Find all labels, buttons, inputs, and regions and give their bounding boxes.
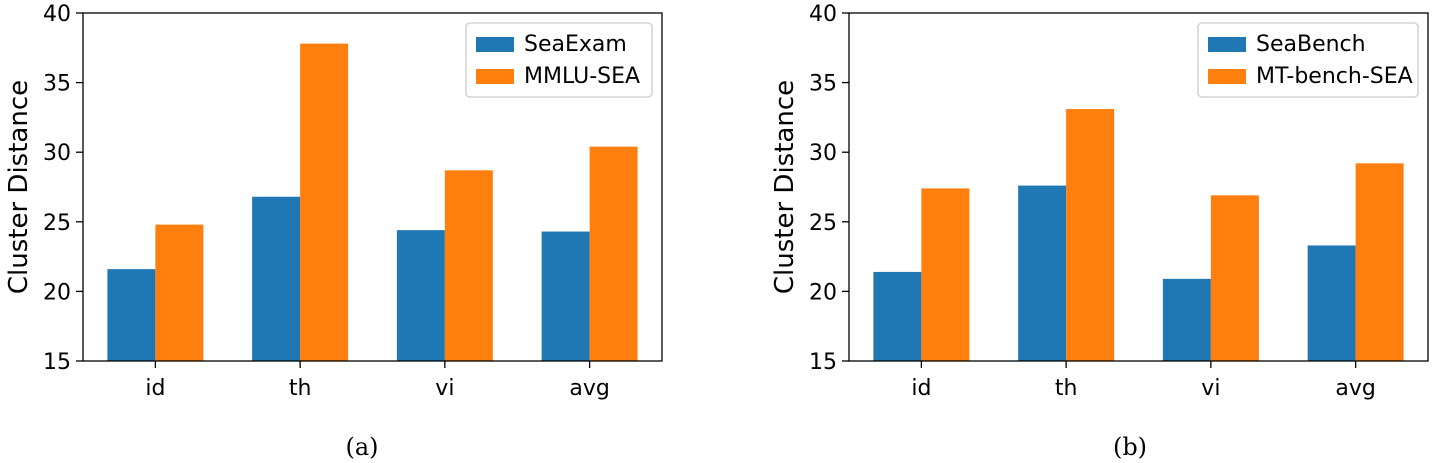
x-tick-label-id: id <box>911 376 931 401</box>
x-tick-label-avg: avg <box>569 376 609 401</box>
y-tick-label: 30 <box>809 141 837 166</box>
bar-mt-bench-sea-id <box>921 188 970 361</box>
figure-caption: (a) <box>345 433 378 461</box>
x-tick-label-avg: avg <box>1335 376 1375 401</box>
bar-mt-bench-sea-avg <box>1355 163 1404 361</box>
legend-box <box>1197 22 1419 98</box>
bar-mmlu-sea-id <box>155 224 204 361</box>
bar-seaexam-id <box>107 269 156 361</box>
figure-caption: (b) <box>1113 433 1147 461</box>
x-tick-label-th: th <box>1055 376 1078 401</box>
y-tick-label: 25 <box>809 211 837 236</box>
bar-mt-bench-sea-vi <box>1210 195 1259 361</box>
bar-seabench-vi <box>1162 278 1211 361</box>
y-tick-label: 25 <box>43 211 71 236</box>
y-tick-label: 35 <box>43 72 71 97</box>
legend: SeaExam MMLU-SEA <box>465 22 653 98</box>
x-tick-label-id: id <box>145 376 165 401</box>
x-tick-label-vi: vi <box>1201 376 1220 401</box>
legend-swatch-mmlu-sea <box>476 69 514 84</box>
legend: SeaBench MT-bench-SEA <box>1197 22 1419 98</box>
y-tick-label: 35 <box>809 72 837 97</box>
y-tick-label: 20 <box>809 280 837 305</box>
y-tick-label: 40 <box>43 2 71 27</box>
y-tick-label: 40 <box>809 2 837 27</box>
bar-seaexam-th <box>252 196 301 361</box>
bar-seabench-th <box>1018 185 1067 361</box>
legend-label-seaexam: SeaExam <box>524 32 627 57</box>
x-tick-label-th: th <box>289 376 312 401</box>
y-tick-label: 15 <box>809 350 837 375</box>
legend-swatch-mt-bench-sea <box>1208 69 1246 84</box>
y-tick-label: 15 <box>43 350 71 375</box>
chart-panel-b: 15 20 25 30 35 40 id th vi avg Cluster Distance Sea… <box>770 2 1429 461</box>
axes-frame <box>82 12 663 362</box>
y-axis-label: Cluster Distance <box>4 80 34 294</box>
bar-mt-bench-sea-th <box>1066 109 1115 361</box>
legend-swatch-seabench <box>1208 37 1246 52</box>
y-axis-label: Cluster Distance <box>770 80 800 294</box>
legend-label-mt-bench-sea: MT-bench-SEA <box>1256 64 1413 89</box>
y-tick-label: 20 <box>43 280 71 305</box>
axes-frame <box>848 12 1429 362</box>
legend-label-seabench: SeaBench <box>1256 32 1366 57</box>
bar-mmlu-sea-vi <box>444 170 493 361</box>
bar-mmlu-sea-avg <box>589 146 638 361</box>
bar-seaexam-avg <box>541 231 590 361</box>
legend-swatch-seaexam <box>476 37 514 52</box>
chart-panel-a: 15 20 25 30 35 40 id th vi avg Cluster Distance Sea… <box>4 2 663 461</box>
y-tick-label: 30 <box>43 141 71 166</box>
bar-mmlu-sea-th <box>300 43 349 362</box>
bar-seabench-avg <box>1307 245 1356 361</box>
x-tick-label-vi: vi <box>435 376 454 401</box>
bar-seabench-id <box>873 271 922 361</box>
legend-label-mmlu-sea: MMLU-SEA <box>524 64 640 89</box>
bar-seaexam-vi <box>396 230 445 361</box>
